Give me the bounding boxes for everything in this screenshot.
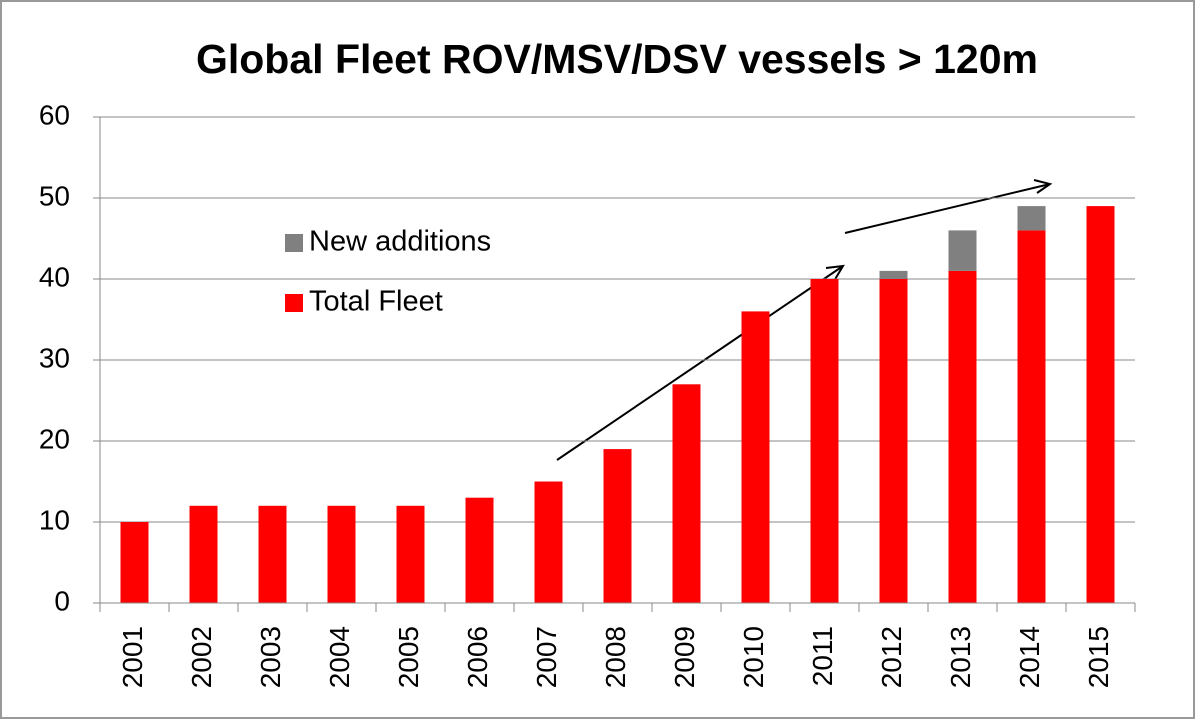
x-tick-label: 2010 xyxy=(738,626,769,688)
y-tick-label: 50 xyxy=(39,180,70,211)
bar xyxy=(603,449,632,603)
bar xyxy=(396,505,425,603)
y-tick-label: 10 xyxy=(39,504,70,535)
x-tick-label: 2008 xyxy=(600,626,631,688)
trend-arrows xyxy=(556,179,1053,461)
bar xyxy=(948,230,977,271)
bar xyxy=(465,497,494,603)
bar xyxy=(1017,206,1046,231)
legend-swatch xyxy=(285,294,303,312)
y-tick-label: 0 xyxy=(54,585,70,616)
x-tick-label: 2005 xyxy=(393,626,424,688)
legend-label: New additions xyxy=(309,226,491,258)
bar xyxy=(879,279,908,603)
bar xyxy=(534,481,563,603)
x-tick-label: 2011 xyxy=(807,626,838,686)
y-tick-label: 40 xyxy=(39,261,70,292)
x-tick-label: 2009 xyxy=(669,626,700,688)
bar xyxy=(189,505,218,603)
x-tick-label: 2015 xyxy=(1083,626,1114,688)
x-tick-label: 2012 xyxy=(876,626,907,688)
y-tick-label: 60 xyxy=(39,99,70,130)
bar xyxy=(120,522,149,603)
bar xyxy=(879,270,908,279)
legend-swatch xyxy=(285,234,303,252)
legend-label: Total Fleet xyxy=(309,286,443,318)
bar xyxy=(1017,230,1046,603)
bar xyxy=(810,279,839,603)
x-tick-label: 2013 xyxy=(945,626,976,688)
x-tick-label: 2006 xyxy=(462,626,493,688)
y-tick-label: 20 xyxy=(39,423,70,454)
bar xyxy=(1086,206,1115,603)
chart-title: Global Fleet ROV/MSV/DSV vessels > 120m xyxy=(196,36,1038,82)
x-tick-label: 2007 xyxy=(531,626,562,688)
x-tick-label: 2014 xyxy=(1014,626,1045,688)
bar xyxy=(948,270,977,603)
x-tick-label: 2003 xyxy=(255,626,286,688)
bar xyxy=(672,384,701,603)
x-tick-label: 2002 xyxy=(186,626,217,688)
x-tick-label: 2001 xyxy=(117,626,148,688)
bar xyxy=(258,505,287,603)
bar xyxy=(327,505,356,603)
y-tick-label: 30 xyxy=(39,342,70,373)
x-tick-label: 2004 xyxy=(324,626,355,688)
bar xyxy=(741,311,770,603)
